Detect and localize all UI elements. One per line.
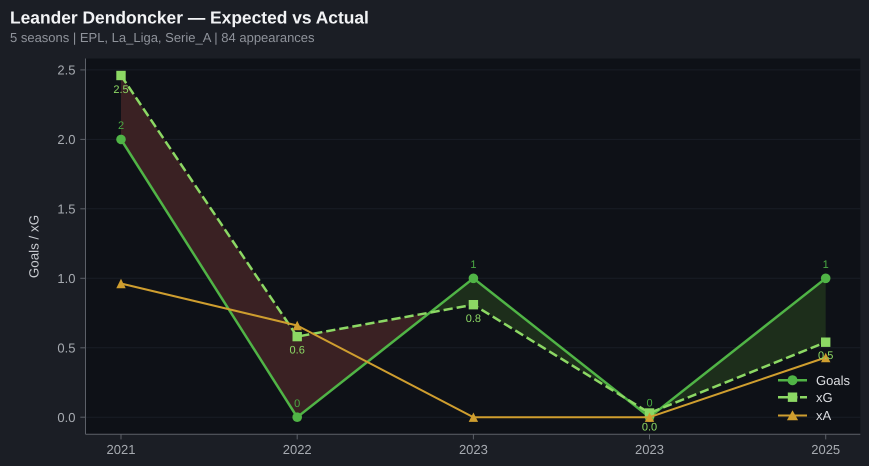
svg-text:2022: 2022 xyxy=(283,442,312,457)
svg-text:0.0: 0.0 xyxy=(57,410,75,425)
svg-text:2: 2 xyxy=(118,120,124,132)
svg-text:0: 0 xyxy=(646,397,652,409)
svg-text:1.5: 1.5 xyxy=(57,201,75,216)
svg-text:0.5: 0.5 xyxy=(57,340,75,355)
svg-text:0.6: 0.6 xyxy=(290,344,305,356)
svg-text:2025: 2025 xyxy=(811,442,840,457)
svg-text:2.5: 2.5 xyxy=(57,63,75,78)
svg-text:0.8: 0.8 xyxy=(466,313,481,325)
svg-text:0.0: 0.0 xyxy=(642,422,657,434)
svg-text:1: 1 xyxy=(470,259,476,271)
svg-text:Goals / xG: Goals / xG xyxy=(27,215,42,278)
svg-text:2023: 2023 xyxy=(459,442,488,457)
svg-text:0: 0 xyxy=(294,398,300,410)
svg-text:2.5: 2.5 xyxy=(113,84,128,96)
svg-text:2021: 2021 xyxy=(107,442,136,457)
svg-text:1: 1 xyxy=(823,259,829,271)
svg-text:2023: 2023 xyxy=(635,442,664,457)
svg-text:Goals: Goals xyxy=(816,373,850,388)
svg-text:2.0: 2.0 xyxy=(57,132,75,147)
svg-text:xA: xA xyxy=(816,408,832,423)
svg-text:xG: xG xyxy=(816,390,833,405)
svg-text:1.0: 1.0 xyxy=(57,271,75,286)
svg-text:0.5: 0.5 xyxy=(818,350,833,362)
svg-text:5 seasons | EPL, La_Liga, Seri: 5 seasons | EPL, La_Liga, Serie_A | 84 a… xyxy=(10,30,315,45)
svg-text:Leander Dendoncker — Expected: Leander Dendoncker — Expected vs Actual xyxy=(10,8,369,28)
